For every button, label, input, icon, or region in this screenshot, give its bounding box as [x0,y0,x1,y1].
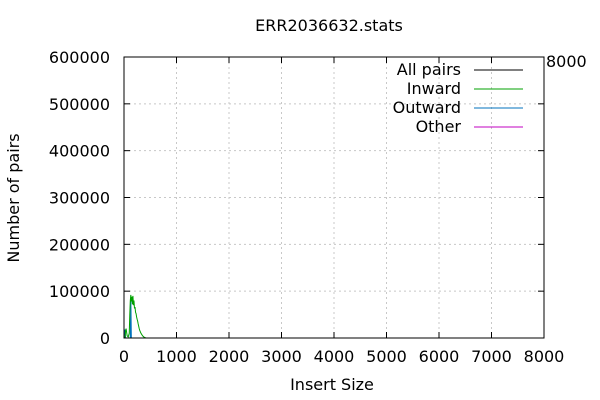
x-tick-label: 0 [119,347,129,366]
y-tick-label: 500000 [49,95,110,114]
y-tick-label: 400000 [49,142,110,161]
legend-label-inward: Inward [407,79,461,98]
grid-lines [124,57,544,338]
y-axis-ticks: 0 100000 200000 300000 400000 500000 600000 [49,48,544,348]
y-tick-label: 600000 [49,48,110,67]
x-tick-label: 3000 [261,347,302,366]
x-tick-label: 1000 [156,347,197,366]
x-tick-label: 4000 [314,347,355,366]
corner-label: 8000 [546,52,587,71]
x-tick-label: 2000 [209,347,250,366]
x-tick-label: 5000 [366,347,407,366]
x-axis-ticks: 0 1000 2000 3000 4000 5000 6000 7000 8000 [119,57,564,366]
x-tick-label: 6000 [419,347,460,366]
y-tick-label: 100000 [49,282,110,301]
legend-label-other: Other [416,117,462,136]
legend-label-outward: Outward [393,98,461,117]
legend-label-all-pairs: All pairs [397,60,461,79]
y-tick-label: 200000 [49,235,110,254]
chart-title: ERR2036632.stats [255,16,403,35]
x-axis-label: Insert Size [290,375,374,394]
x-tick-label: 7000 [471,347,512,366]
x-tick-label: 8000 [524,347,565,366]
series-line-inward [123,294,147,339]
y-tick-label: 0 [100,329,110,348]
y-tick-label: 300000 [49,189,110,208]
y-axis-label: Number of pairs [4,133,23,262]
